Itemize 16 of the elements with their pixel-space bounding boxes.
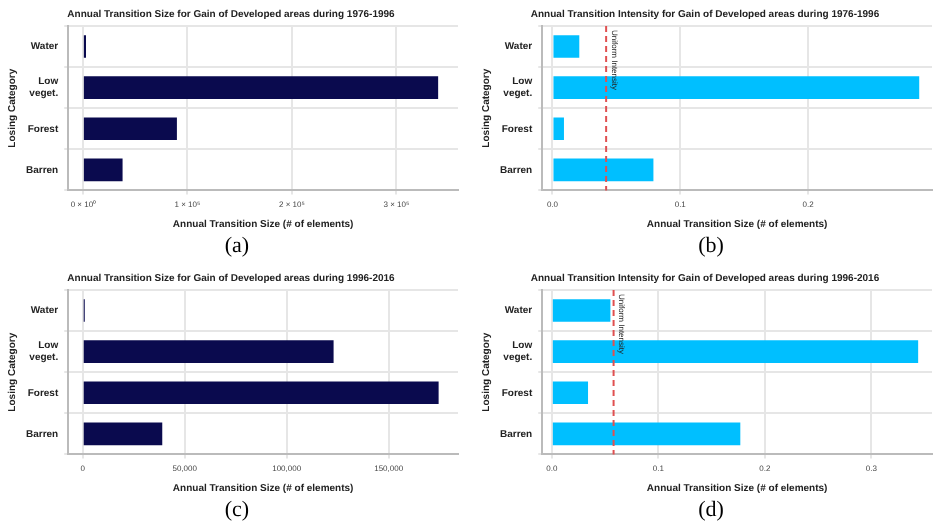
bar: [553, 35, 580, 58]
bar: [83, 381, 439, 405]
text: (d): [696, 496, 726, 524]
bar: [83, 422, 163, 446]
bar: [83, 340, 334, 363]
bar: [83, 117, 177, 141]
bar: [553, 158, 654, 182]
bar: [553, 117, 564, 141]
bar: [83, 76, 439, 99]
bar: [83, 158, 123, 182]
text: (b): [696, 232, 726, 260]
bar: [552, 299, 611, 322]
bar: [552, 422, 741, 446]
text: (c): [222, 496, 252, 524]
text: (a): [222, 232, 252, 260]
bar: [552, 381, 589, 405]
